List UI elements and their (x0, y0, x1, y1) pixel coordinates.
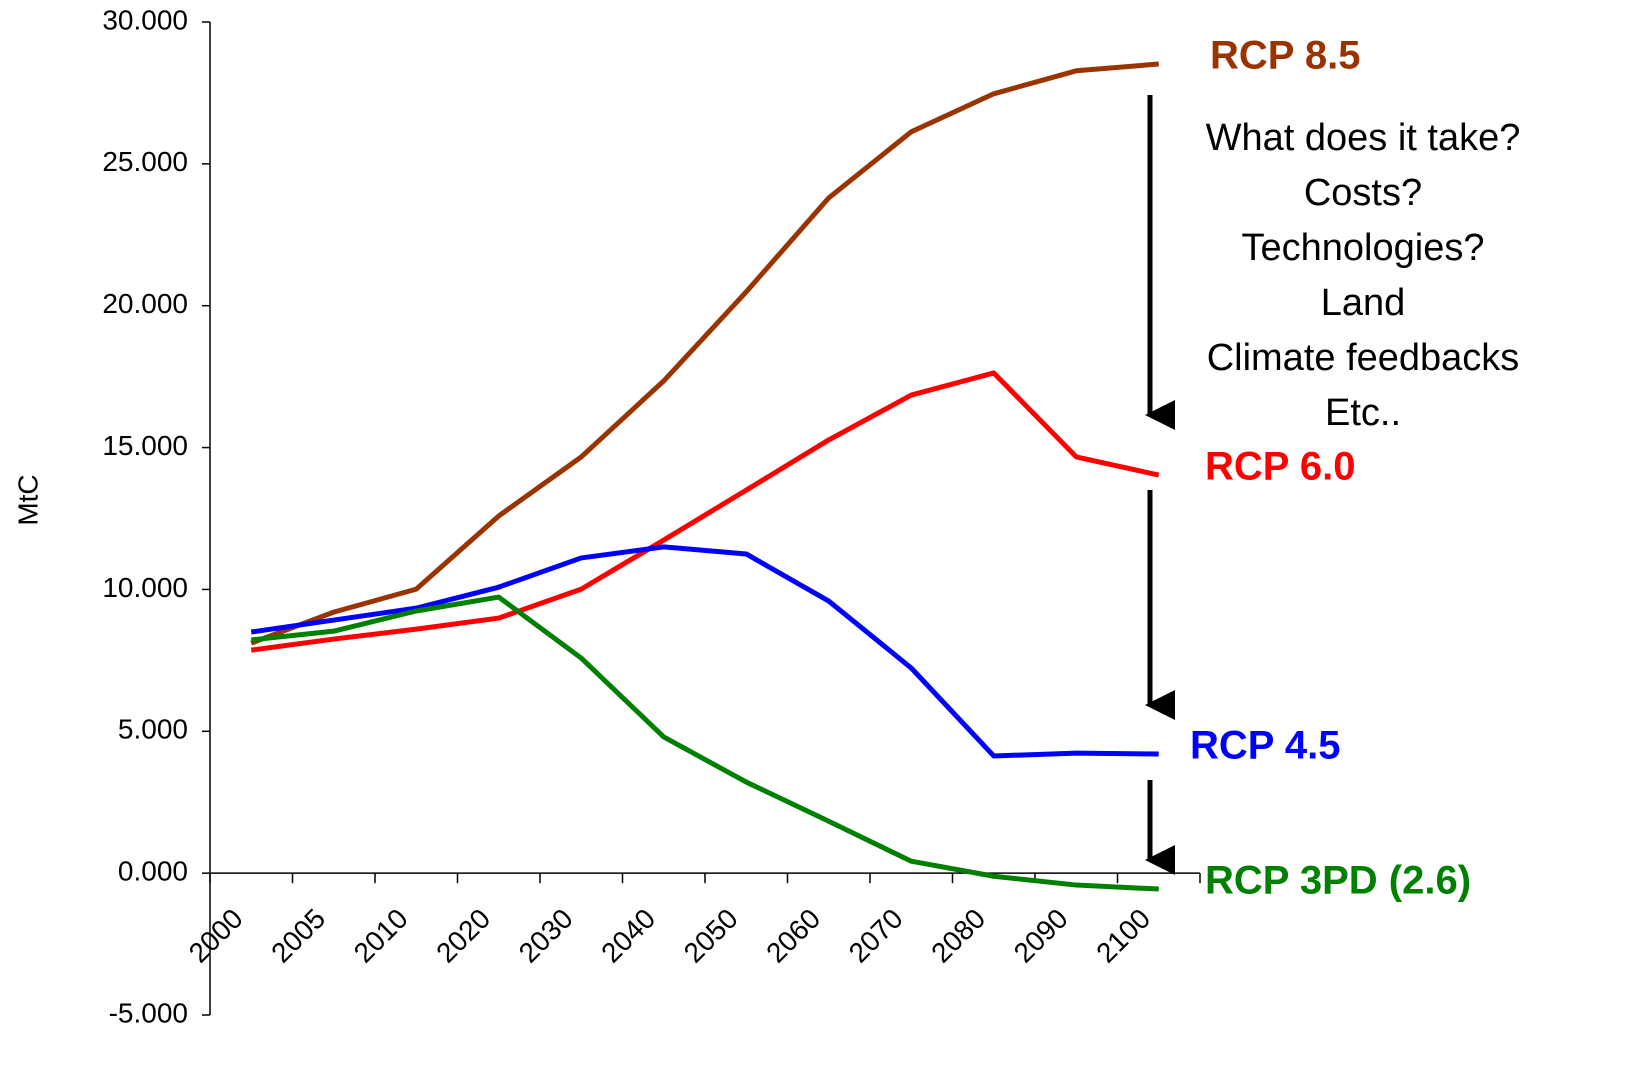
annotation: Climate feedbacks (1207, 337, 1520, 379)
y-tick-label: 15.000 (102, 430, 188, 461)
series-line (250, 594, 1159, 892)
x-tick-label: 2080 (925, 903, 991, 969)
series-line (250, 544, 1159, 759)
y-tick-label: -5.000 (109, 997, 188, 1028)
series-label: RCP 4.5 (1190, 724, 1340, 768)
y-tick-label: 5.000 (118, 714, 188, 745)
annotation: Technologies? (1242, 227, 1485, 269)
y-tick-label: 25.000 (102, 146, 188, 177)
y-tick-label: 0.000 (118, 856, 188, 887)
y-axis-label: MtC (12, 474, 43, 525)
x-tick-label: 2030 (513, 903, 579, 969)
series-label: RCP 6.0 (1205, 445, 1355, 489)
series-label: RCP 3PD (2.6) (1205, 859, 1471, 903)
x-tick-label: 2040 (595, 903, 661, 969)
series-label: RCP 8.5 (1210, 34, 1360, 78)
y-tick-label: 20.000 (102, 288, 188, 319)
y-tick-label: 30.000 (102, 4, 188, 35)
series-line (250, 370, 1160, 653)
x-tick-label: 2020 (430, 903, 496, 969)
annotation: What does it take? (1206, 117, 1521, 159)
x-tick-label: 2050 (678, 903, 744, 969)
annotation: Land (1321, 282, 1406, 324)
x-tick-label: 2070 (843, 903, 909, 969)
x-tick-label: 2010 (348, 903, 414, 969)
annotation: Costs? (1304, 172, 1422, 214)
x-tick-label: 2100 (1090, 903, 1156, 969)
series-line (250, 61, 1159, 646)
x-tick-label: 2000 (183, 903, 249, 969)
x-tick-label: 2005 (265, 903, 331, 969)
annotation: Etc.. (1325, 392, 1401, 434)
y-tick-label: 10.000 (102, 572, 188, 603)
x-tick-label: 2090 (1008, 903, 1074, 969)
x-tick-label: 2060 (760, 903, 826, 969)
